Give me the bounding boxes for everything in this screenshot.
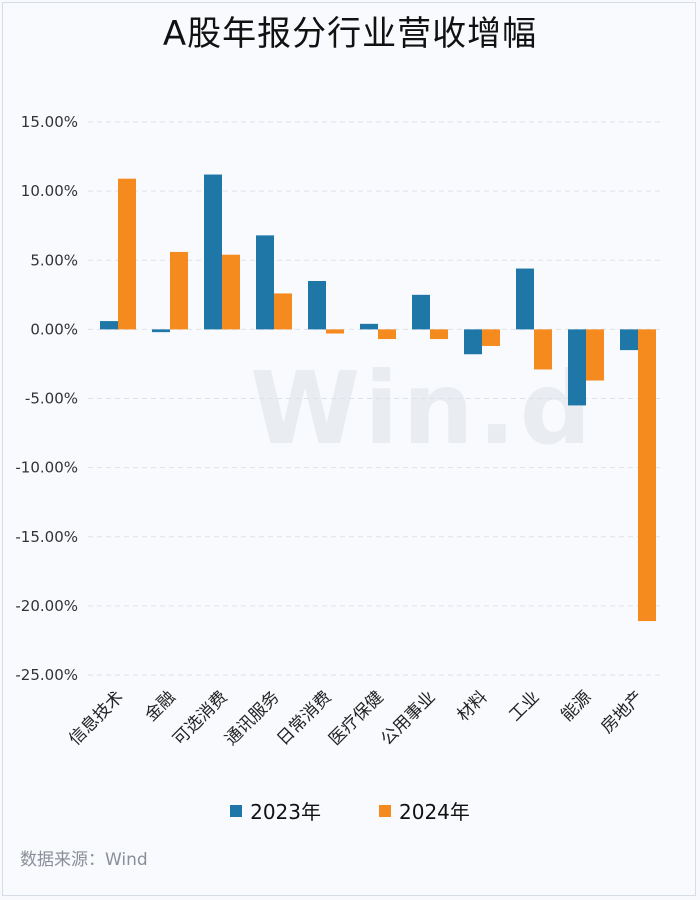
x-tick-label: 金融 — [141, 687, 179, 725]
x-tick-label: 信息技术 — [65, 687, 127, 749]
legend-label-2023: 2023年 — [250, 800, 321, 824]
bar-2023 — [256, 235, 274, 330]
y-tick-label: 0.00% — [30, 320, 78, 338]
source-note: 数据来源：Wind — [20, 850, 148, 870]
legend-label-2024: 2024年 — [399, 800, 470, 824]
bar-2023 — [464, 329, 482, 355]
x-tick-label: 通讯服务 — [221, 687, 283, 749]
bar-2024 — [378, 329, 396, 340]
bar-2023 — [620, 329, 638, 351]
y-tick-label: -5.00% — [25, 390, 78, 408]
watermark: Win.d — [250, 350, 596, 467]
x-tick-label: 公用事业 — [377, 687, 439, 749]
x-tick-label: 可选消费 — [169, 687, 231, 749]
x-tick-label: 材料 — [453, 687, 491, 725]
y-tick-label: -10.00% — [15, 459, 78, 477]
y-tick-label: -15.00% — [15, 528, 78, 546]
bar-2023 — [516, 268, 534, 330]
x-tick-label: 日常消费 — [273, 687, 335, 749]
y-tick-label: 5.00% — [30, 251, 78, 269]
bar-2024 — [586, 329, 604, 381]
y-tick-label: -20.00% — [15, 597, 78, 615]
legend-swatch-2023 — [230, 804, 243, 817]
bar-2024 — [482, 329, 500, 346]
bar-2024 — [170, 251, 188, 330]
legend: 2023年 2024年 — [0, 796, 700, 825]
x-tick-label: 医疗保健 — [325, 687, 387, 749]
bar-2023 — [308, 280, 326, 330]
bar-2024 — [222, 254, 240, 330]
legend-item-2024[interactable]: 2024年 — [379, 796, 470, 825]
y-tick-label: 10.00% — [21, 182, 78, 200]
legend-item-2023[interactable]: 2023年 — [230, 796, 321, 825]
legend-swatch-2024 — [379, 804, 391, 817]
bar-2024 — [118, 178, 136, 330]
chart-title: A股年报分行业营收增幅 — [162, 14, 538, 54]
x-tick-label: 房地产 — [597, 687, 647, 737]
x-tick-label: 能源 — [557, 687, 595, 725]
bar-2023 — [568, 329, 586, 406]
bar-2024 — [430, 329, 448, 340]
bar-2024 — [638, 329, 656, 622]
bar-2024 — [534, 329, 552, 370]
bar-2023 — [412, 294, 430, 330]
bar-2023 — [204, 174, 222, 330]
y-tick-label: 15.00% — [21, 113, 78, 131]
bar-2023 — [100, 321, 118, 330]
bar-2024 — [274, 293, 292, 330]
bar-2024 — [326, 329, 344, 334]
bar-2023 — [360, 323, 378, 330]
x-tick-label: 工业 — [505, 687, 543, 725]
bar-2023 — [152, 329, 170, 333]
y-tick-label: -25.00% — [15, 666, 78, 684]
